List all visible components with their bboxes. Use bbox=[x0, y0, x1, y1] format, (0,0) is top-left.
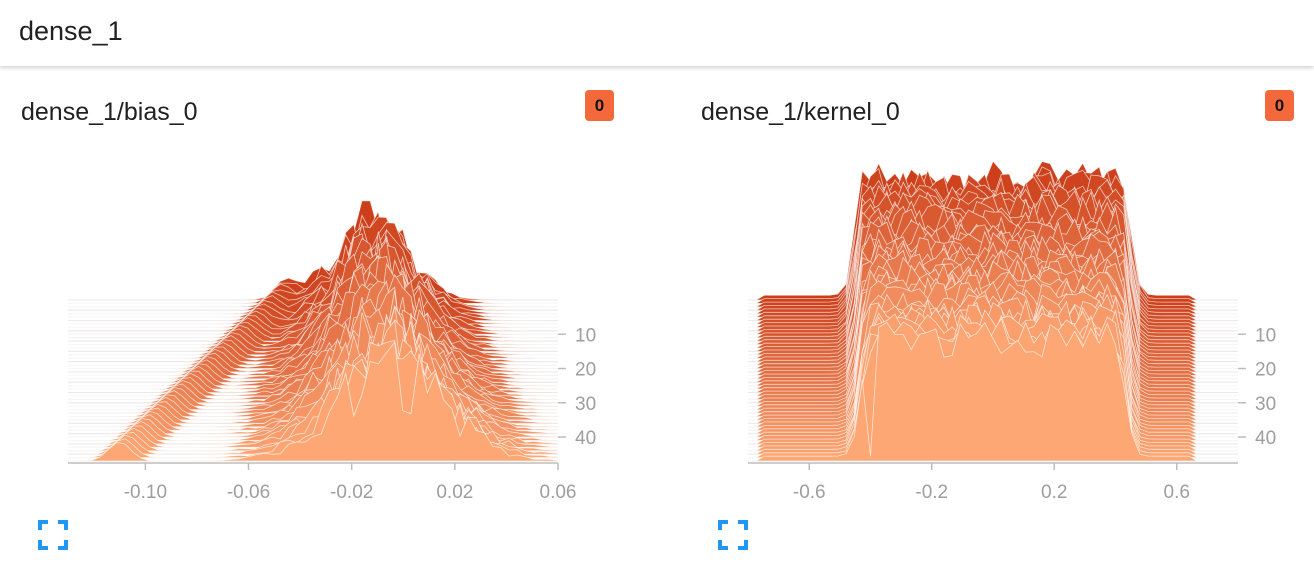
run-badge[interactable]: 0 bbox=[1265, 90, 1294, 121]
x-tick-label: 0.02 bbox=[436, 482, 473, 503]
chart-title: dense_1/bias_0 bbox=[21, 98, 198, 126]
x-tick-label: -0.06 bbox=[227, 482, 270, 503]
fullscreen-icon[interactable] bbox=[718, 520, 748, 550]
x-tick-label: 0.2 bbox=[1041, 482, 1067, 503]
histogram-card-bias: dense_1/bias_0 0 -0.10 -0.06 -0.02 0.02 0.06… bbox=[0, 70, 620, 575]
y-tick-label: 20 bbox=[575, 360, 596, 381]
y-tick-label: 30 bbox=[1255, 394, 1276, 415]
histogram-slice bbox=[67, 216, 559, 311]
y-tick-label: 10 bbox=[1255, 325, 1276, 346]
x-tick-label: 0.06 bbox=[540, 482, 577, 503]
histogram-chart-kernel: -0.6 -0.2 0.2 0.6 10 20 30 40 bbox=[747, 160, 1276, 503]
chart-title: dense_1/kernel_0 bbox=[701, 98, 900, 126]
x-tick-label: 0.6 bbox=[1164, 482, 1190, 503]
section-header: dense_1 bbox=[0, 0, 1314, 66]
y-tick-label: 20 bbox=[1255, 360, 1276, 381]
x-tick-label: -0.2 bbox=[915, 482, 948, 503]
histogram-slice bbox=[68, 341, 559, 462]
x-tick-label: -0.6 bbox=[793, 482, 826, 503]
histogram-card-kernel: dense_1/kernel_0 0 -0.6 -0.2 0.2 0.6 10 20 30 4… bbox=[680, 70, 1300, 575]
histogram-slice bbox=[67, 255, 559, 366]
section-title: dense_1 bbox=[19, 16, 123, 46]
run-badge[interactable]: 0 bbox=[585, 90, 614, 121]
y-tick-label: 40 bbox=[1255, 428, 1276, 449]
histogram-slice bbox=[67, 210, 559, 304]
x-tick-label: -0.10 bbox=[124, 482, 167, 503]
histogram-slice bbox=[68, 200, 558, 301]
histogram-slice bbox=[748, 321, 1238, 462]
y-tick-label: 30 bbox=[575, 394, 596, 415]
x-tick-label: -0.02 bbox=[330, 482, 373, 503]
fullscreen-icon[interactable] bbox=[38, 520, 68, 550]
histogram-chart-bias: -0.10 -0.06 -0.02 0.02 0.06 10 20 30 40 bbox=[67, 200, 596, 503]
y-tick-label: 40 bbox=[575, 428, 596, 449]
y-tick-label: 10 bbox=[575, 325, 596, 346]
